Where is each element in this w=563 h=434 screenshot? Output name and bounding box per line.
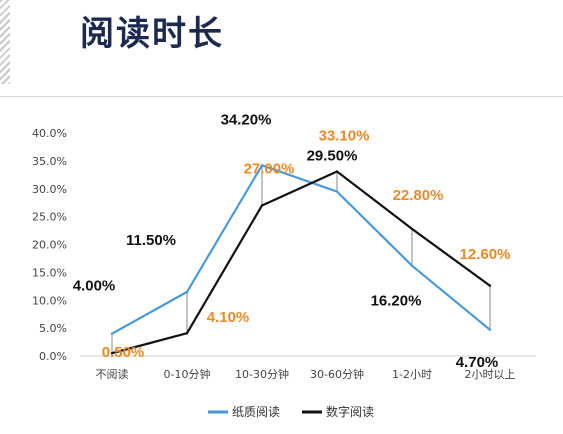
digital-reading-line [111, 170, 491, 355]
y-tick-label: 0.0% [39, 350, 67, 363]
digital-data-label: 33.10% [319, 127, 370, 144]
y-tick-label: 30.0% [32, 183, 67, 196]
digital-reading-point [488, 284, 492, 287]
paper-reading-point [488, 328, 492, 331]
y-tick-label: 25.0% [32, 211, 67, 224]
legend-paper-label: 纸质阅读 [232, 405, 280, 419]
digital-reading-point [110, 352, 114, 355]
digital-reading-point [410, 227, 414, 231]
digital-data-label: 12.60% [460, 246, 511, 263]
paper-data-label: 29.50% [307, 148, 358, 165]
digital-reading-point [185, 331, 189, 335]
x-category-label: 不阅读 [96, 367, 129, 381]
paper-data-label: 11.50% [126, 232, 176, 249]
digital-data-label: 27.00% [244, 160, 295, 177]
paper-data-label: 4.70% [456, 354, 499, 371]
y-tick-label: 5.0% [39, 322, 67, 335]
paper-data-label: 16.20% [371, 293, 422, 310]
digital-data-label: 0.50% [102, 344, 145, 361]
paper-reading-point [185, 290, 189, 294]
y-tick-label: 15.0% [32, 266, 67, 279]
paper-data-label: 4.00% [73, 278, 116, 295]
paper-reading-point [335, 190, 339, 193]
title-divider [0, 96, 563, 97]
digital-data-label: 4.10% [207, 309, 250, 326]
paper-reading-point [410, 264, 414, 267]
paper-reading-line [111, 163, 491, 335]
x-category-label: 1-2小时 [392, 368, 432, 381]
x-category-label: 10-30分钟 [235, 367, 289, 381]
y-tick-label: 35.0% [32, 155, 67, 168]
y-tick-label: 10.0% [32, 294, 67, 307]
legend-digital-label: 数字阅读 [326, 404, 374, 419]
y-tick-label: 20.0% [32, 239, 67, 252]
decorative-stripe [0, 0, 10, 84]
digital-reading-point [260, 204, 264, 207]
y-tick-label: 40.0% [32, 127, 67, 140]
x-category-label: 0-10分钟 [164, 367, 211, 381]
x-category-label: 2小时以上 [465, 368, 516, 381]
digital-data-label: 22.80% [393, 187, 444, 204]
paper-data-label: 34.20% [221, 111, 272, 128]
x-category-label: 30-60分钟 [310, 367, 364, 381]
paper-reading-point [260, 164, 264, 167]
paper-reading-point [110, 332, 114, 335]
digital-reading-point [335, 170, 339, 173]
page-title: 阅读时长 [80, 14, 224, 54]
